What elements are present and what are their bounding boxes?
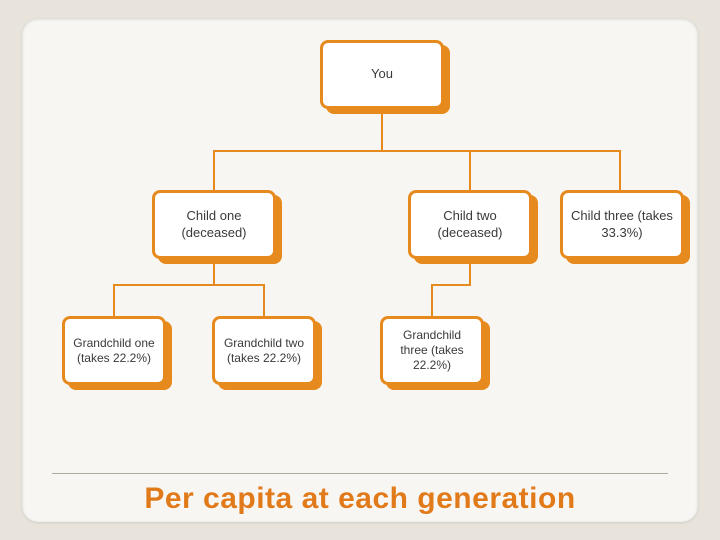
node-label: Grandchild two (takes 22.2%): [221, 336, 307, 366]
connector: [381, 110, 383, 150]
node-grandchild-one: Grandchild one (takes 22.2%): [62, 316, 172, 390]
connector: [213, 150, 215, 190]
connector: [619, 150, 621, 190]
connector: [469, 150, 471, 190]
connector: [431, 284, 471, 286]
connector: [431, 284, 433, 316]
divider: [52, 473, 668, 474]
slide-title: Per capita at each generation: [22, 482, 698, 516]
tree-diagram: You Child one (deceased) Child two (dece…: [0, 0, 720, 540]
node-label: Child three (takes 33.3%): [569, 208, 675, 241]
node-child-three: Child three (takes 33.3%): [560, 190, 690, 264]
connector: [113, 284, 115, 316]
node-grandchild-two: Grandchild two (takes 22.2%): [212, 316, 322, 390]
connector: [113, 284, 263, 286]
node-child-one: Child one (deceased): [152, 190, 282, 264]
connector: [213, 150, 621, 152]
title-area: Per capita at each generation: [22, 473, 698, 516]
node-label: Grandchild one (takes 22.2%): [71, 336, 157, 366]
node-label: Child one (deceased): [161, 208, 267, 241]
node-label: Child two (deceased): [417, 208, 523, 241]
node-label: Grandchild three (takes 22.2%): [389, 328, 475, 373]
node-child-two: Child two (deceased): [408, 190, 538, 264]
node-label: You: [371, 66, 393, 82]
node-grandchild-three: Grandchild three (takes 22.2%): [380, 316, 490, 390]
connector: [263, 284, 265, 316]
node-root: You: [320, 40, 450, 114]
